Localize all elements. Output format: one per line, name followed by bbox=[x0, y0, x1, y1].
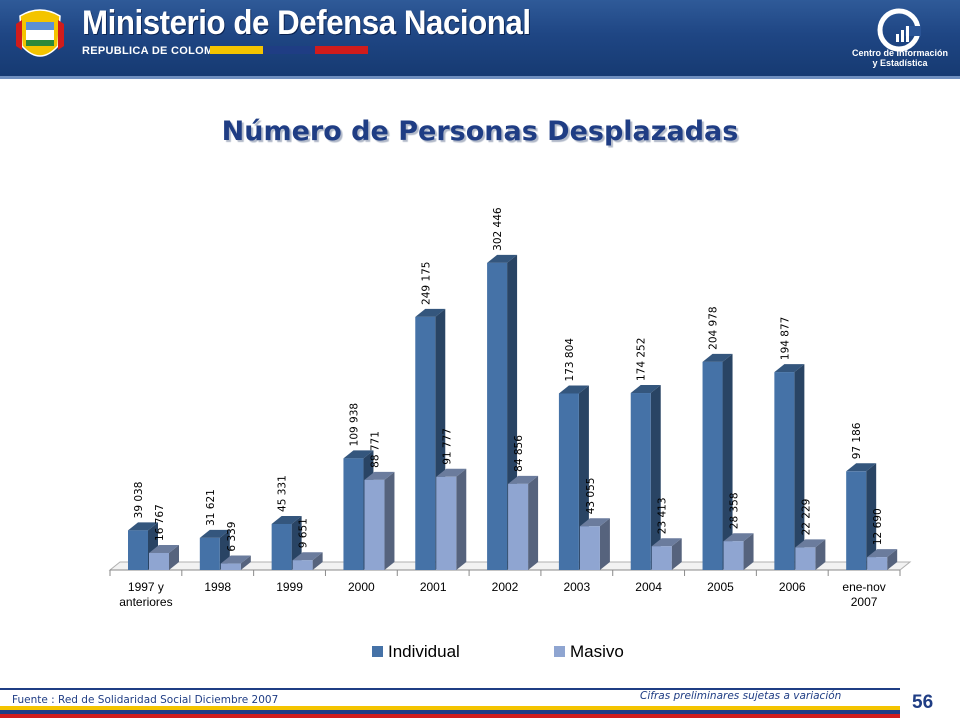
individual-data-label: 249 175 bbox=[420, 262, 432, 305]
x-tick-label: 1998 bbox=[204, 580, 231, 594]
individual-data-label: 45 331 bbox=[277, 475, 289, 512]
individual-bar bbox=[415, 317, 435, 570]
masivo-data-label: 12 690 bbox=[872, 508, 884, 545]
x-tick-label: 2000 bbox=[348, 580, 375, 594]
x-tick-label: 2004 bbox=[635, 580, 662, 594]
x-tick-label: 2006 bbox=[779, 580, 806, 594]
x-tick-label: 2002 bbox=[492, 580, 519, 594]
masivo-data-label: 23 413 bbox=[657, 497, 669, 534]
individual-bar bbox=[343, 458, 363, 570]
coat-of-arms-icon bbox=[12, 6, 68, 68]
masivo-bar bbox=[580, 526, 600, 570]
masivo-bar bbox=[724, 541, 744, 570]
masivo-bar bbox=[795, 547, 815, 570]
ministry-name: Ministerio de Defensa Nacional bbox=[82, 4, 531, 43]
x-tick-label: 1997 y anteriores bbox=[119, 580, 172, 609]
masivo-bar-side bbox=[456, 469, 466, 570]
individual-data-label: 204 978 bbox=[708, 306, 720, 349]
individual-bar bbox=[272, 524, 292, 570]
individual-data-label: 97 186 bbox=[851, 422, 863, 459]
individual-data-label: 302 446 bbox=[492, 207, 504, 251]
masivo-data-label: 43 055 bbox=[585, 478, 597, 515]
x-tick-label: 2003 bbox=[563, 580, 590, 594]
individual-bar bbox=[774, 372, 794, 570]
individual-bar-side bbox=[794, 364, 804, 570]
individual-bar bbox=[631, 393, 651, 570]
individual-legend-swatch bbox=[372, 646, 383, 657]
masivo-bar-side bbox=[528, 476, 538, 570]
preliminary-note: Cifras preliminares sujetas a variación bbox=[640, 690, 841, 702]
x-tick-label: ene-nov 2007 bbox=[842, 580, 885, 609]
masivo-bar bbox=[867, 557, 887, 570]
x-tick-label: 2001 bbox=[420, 580, 447, 594]
masivo-data-label: 9 651 bbox=[298, 518, 310, 548]
individual-bar bbox=[703, 362, 723, 570]
individual-bar bbox=[559, 393, 579, 570]
individual-data-label: 109 938 bbox=[348, 403, 360, 446]
individual-data-label: 173 804 bbox=[564, 338, 576, 382]
masivo-bar-side bbox=[384, 472, 394, 570]
statistics-center-logo-icon bbox=[877, 8, 921, 52]
masivo-data-label: 91 777 bbox=[441, 428, 453, 465]
page-number: 56 bbox=[912, 692, 933, 714]
masivo-data-label: 28 358 bbox=[729, 492, 741, 529]
masivo-bar-side bbox=[600, 518, 610, 570]
center-name-line2: y Estadística bbox=[840, 58, 960, 68]
individual-bar bbox=[487, 263, 507, 570]
x-tick-label: 2005 bbox=[707, 580, 734, 594]
masivo-bar bbox=[508, 484, 528, 570]
masivo-bar bbox=[364, 480, 384, 570]
displaced-persons-chart: 1997 y anteriores 1998 1999 2000 2001 2002 2003… bbox=[0, 170, 960, 685]
statistics-center-name: Centro de Información y Estadística bbox=[840, 48, 960, 68]
header-banner: Ministerio de Defensa Nacional REPUBLICA… bbox=[0, 0, 960, 79]
masivo-bar bbox=[436, 477, 456, 570]
individual-data-label: 31 621 bbox=[205, 489, 217, 526]
individual-data-label: 39 038 bbox=[133, 482, 145, 519]
masivo-data-label: 16 767 bbox=[154, 504, 166, 541]
individual-data-label: 174 252 bbox=[636, 338, 648, 381]
masivo-legend-label: Masivo bbox=[570, 642, 624, 661]
page-title: Número de Personas Desplazadas bbox=[0, 116, 960, 147]
individual-data-label: 194 877 bbox=[779, 317, 791, 360]
flag-band bbox=[0, 706, 900, 720]
masivo-bar bbox=[293, 560, 313, 570]
masivo-bar bbox=[221, 564, 241, 570]
x-tick-label: 1999 bbox=[276, 580, 303, 594]
individual-bar bbox=[200, 538, 220, 570]
masivo-data-label: 88 771 bbox=[369, 431, 381, 468]
masivo-data-label: 6 339 bbox=[226, 521, 238, 551]
individual-bar bbox=[846, 471, 866, 570]
masivo-data-label: 22 229 bbox=[800, 499, 812, 536]
masivo-data-label: 84 856 bbox=[513, 435, 525, 472]
masivo-legend-swatch bbox=[554, 646, 565, 657]
source-note: Fuente : Red de Solidaridad Social Dicie… bbox=[12, 694, 278, 706]
flag-stripe bbox=[210, 46, 368, 54]
individual-legend-label: Individual bbox=[388, 642, 460, 661]
masivo-bar bbox=[652, 546, 672, 570]
individual-bar bbox=[128, 530, 148, 570]
masivo-bar bbox=[149, 553, 169, 570]
center-name-line1: Centro de Información bbox=[840, 48, 960, 58]
